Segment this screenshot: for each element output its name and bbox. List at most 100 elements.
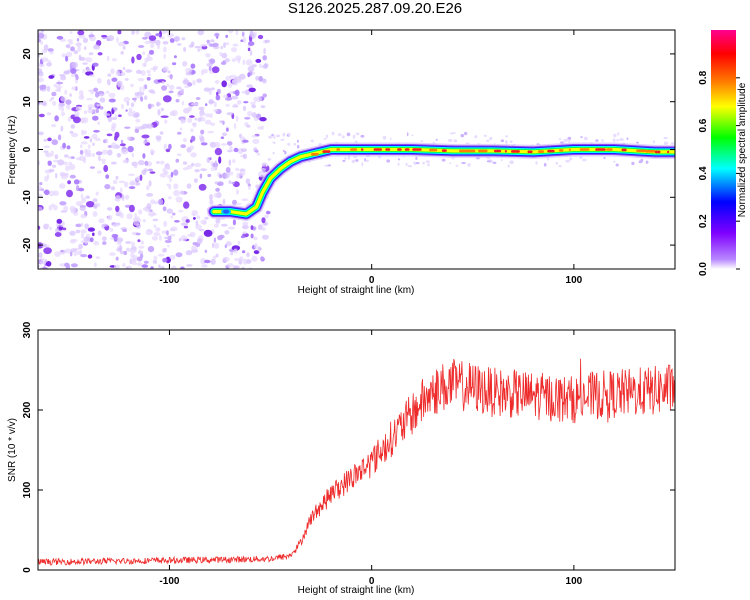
noise-speckle — [190, 135, 196, 142]
noise-speckle — [81, 197, 86, 203]
noise-speckle — [258, 171, 265, 178]
noise-speckle — [670, 142, 675, 145]
noise-speckle — [111, 117, 118, 120]
y-tick-label: 300 — [22, 321, 33, 338]
noise-speckle — [260, 256, 265, 261]
noise-speckle — [134, 128, 140, 133]
noise-speckle — [63, 205, 69, 212]
noise-speckle — [56, 35, 64, 40]
noise-speckle — [126, 136, 131, 141]
noise-speckle — [239, 170, 246, 176]
track-core-segment — [361, 148, 364, 151]
noise-speckle — [146, 70, 151, 74]
noise-speckle — [161, 30, 167, 35]
noise-speckle — [59, 183, 66, 189]
noise-speckle — [663, 141, 669, 145]
noise-speckle — [135, 118, 141, 123]
noise-speckle — [86, 201, 95, 208]
noise-speckle — [220, 136, 225, 139]
noise-speckle — [80, 229, 87, 234]
noise-speckle — [148, 35, 157, 41]
noise-speckle — [233, 123, 237, 130]
noise-speckle — [56, 88, 60, 92]
noise-speckle — [99, 106, 104, 110]
noise-speckle — [237, 240, 241, 245]
noise-speckle — [169, 254, 176, 260]
noise-speckle — [150, 212, 158, 216]
y-tick-label: 0 — [22, 146, 33, 152]
noise-speckle — [133, 162, 138, 169]
noise-speckle — [67, 180, 71, 185]
noise-speckle — [364, 158, 366, 162]
noise-speckle — [166, 183, 171, 187]
noise-speckle — [71, 61, 79, 69]
noise-speckle — [406, 132, 409, 137]
noise-speckle — [435, 138, 438, 141]
noise-speckle — [214, 141, 221, 148]
noise-speckle — [136, 91, 145, 96]
noise-speckle — [204, 259, 211, 264]
noise-speckle — [249, 31, 255, 38]
noise-speckle — [185, 67, 193, 74]
noise-speckle — [131, 241, 135, 248]
noise-speckle — [150, 43, 155, 49]
track-core-segment — [412, 148, 422, 151]
noise-speckle — [215, 217, 221, 224]
noise-speckle — [414, 161, 416, 166]
noise-speckle — [224, 173, 230, 179]
noise-speckle — [120, 51, 124, 55]
noise-speckle — [74, 73, 78, 78]
noise-speckle — [115, 205, 120, 213]
noise-speckle — [241, 266, 245, 269]
noise-speckle — [125, 69, 133, 73]
noise-speckle — [70, 248, 77, 253]
noise-speckle — [200, 142, 208, 146]
noise-speckle — [105, 174, 110, 179]
track-core-segment — [558, 149, 564, 152]
noise-speckle — [346, 132, 351, 137]
noise-speckle — [60, 96, 67, 102]
track-core-segment — [654, 150, 661, 154]
noise-speckle — [102, 224, 109, 227]
noise-speckle — [210, 258, 216, 265]
noise-speckle — [194, 45, 201, 49]
noise-speckle — [107, 116, 113, 123]
noise-speckle — [73, 50, 79, 55]
noise-speckle — [241, 148, 247, 153]
noise-speckle — [203, 220, 207, 225]
noise-speckle — [284, 150, 287, 155]
track-core-segment — [336, 148, 341, 151]
noise-speckle — [233, 147, 239, 153]
noise-speckle — [33, 84, 36, 87]
noise-speckle — [253, 236, 258, 241]
noise-speckle — [258, 75, 263, 82]
noise-speckle — [162, 41, 169, 45]
noise-speckle — [122, 229, 127, 232]
noise-speckle — [389, 137, 392, 141]
noise-speckle — [185, 250, 193, 256]
noise-speckle — [112, 107, 118, 111]
noise-speckle — [187, 117, 193, 124]
noise-speckle — [117, 30, 122, 35]
noise-speckle — [235, 115, 239, 122]
noise-speckle — [176, 91, 182, 98]
noise-speckle — [60, 249, 64, 253]
figure-title: S126.2025.287.09.20.E26 — [287, 0, 463, 17]
noise-speckle — [73, 179, 80, 185]
noise-speckle — [282, 150, 285, 152]
noise-speckle — [236, 189, 239, 195]
noise-speckle — [112, 58, 117, 62]
top-y-ticks: 20 10 0 -10 -20 — [22, 48, 675, 252]
noise-speckle — [180, 144, 186, 149]
noise-speckle — [247, 72, 251, 78]
noise-speckle — [241, 31, 245, 37]
noise-speckle — [160, 160, 165, 165]
noise-speckle — [52, 164, 57, 168]
noise-speckle — [58, 104, 61, 111]
noise-speckle — [242, 59, 246, 66]
noise-speckle — [48, 205, 53, 211]
noise-speckle — [232, 43, 239, 47]
noise-speckle — [41, 266, 48, 269]
colorbar-tick-label: 0.2 — [698, 214, 709, 228]
